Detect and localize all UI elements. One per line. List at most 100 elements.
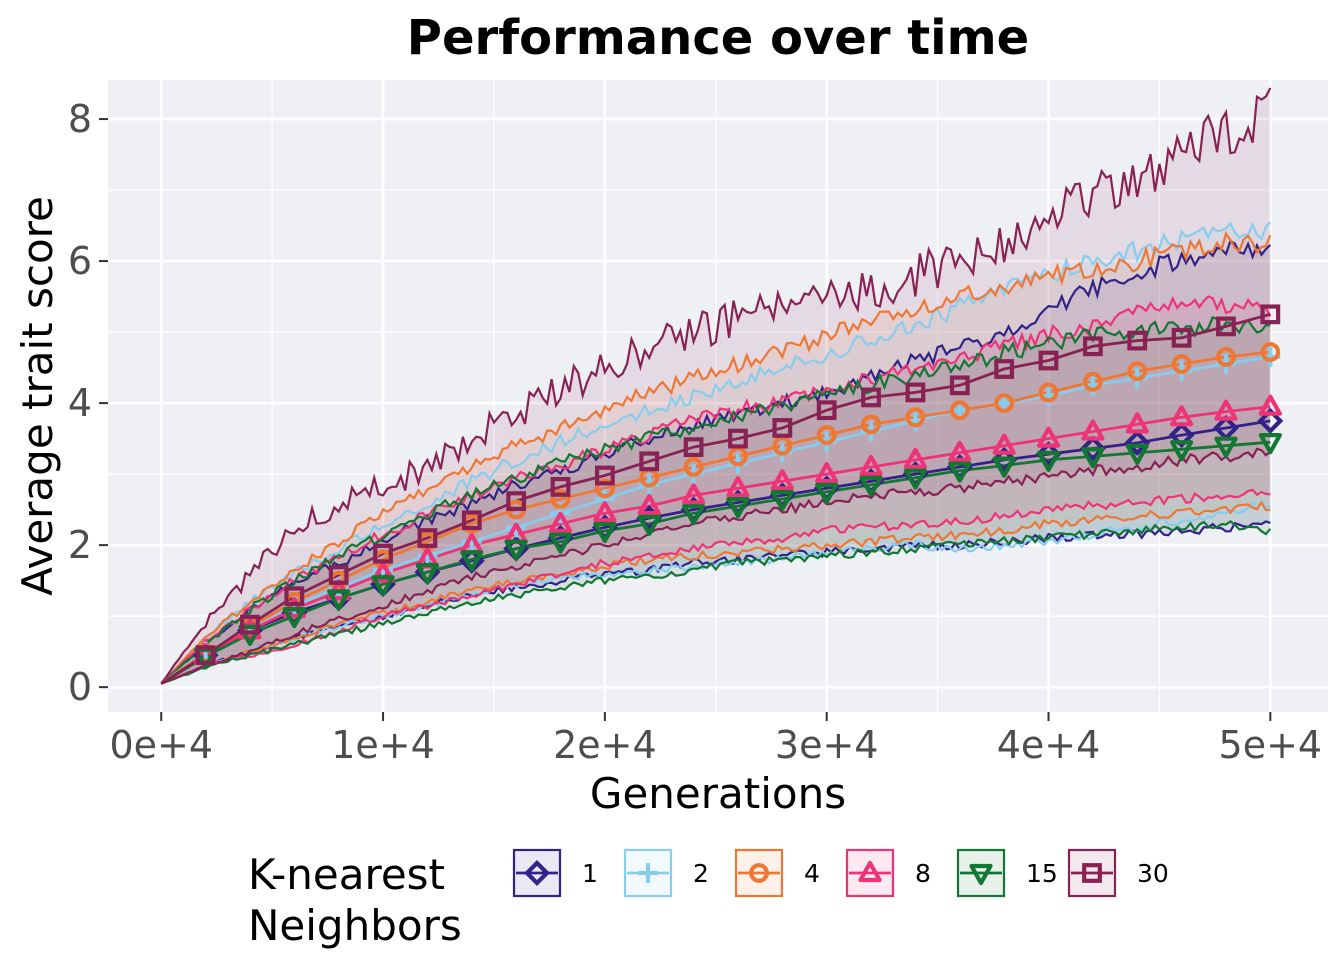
data-point-series-15	[637, 514, 661, 536]
marker-shape	[861, 414, 881, 435]
data-point-series-8	[681, 483, 706, 505]
data-point-series-4	[949, 400, 970, 421]
band-edge-layer	[160, 87, 1272, 685]
marker-shape	[1082, 863, 1102, 883]
data-point-series-8	[1169, 405, 1194, 427]
legend-title-line1: K-nearest	[248, 850, 445, 899]
data-point-series-15	[1214, 436, 1238, 458]
data-point-series-15	[770, 489, 794, 512]
marker-shape	[417, 528, 438, 548]
data-point-series-4	[1216, 347, 1236, 367]
data-point-series-30	[1038, 350, 1059, 371]
legend-label-2: 2	[693, 859, 709, 888]
marker-shape	[1171, 327, 1192, 348]
band-series-15	[161, 317, 1271, 684]
marker-shape	[593, 501, 617, 523]
marker-shape	[905, 382, 926, 403]
marker-layer	[192, 304, 1284, 669]
marker-shape	[815, 462, 839, 484]
marker-shape	[1216, 347, 1236, 367]
marker-shape	[683, 457, 704, 477]
data-point-series-15	[726, 496, 750, 519]
chart-title: Performance over time	[407, 10, 1029, 66]
marker-shape	[1214, 436, 1238, 458]
band-edge-series-30	[160, 447, 1271, 685]
data-point-series-4	[1082, 371, 1103, 392]
marker-shape	[1038, 350, 1059, 371]
marker-shape	[594, 465, 615, 486]
band-edge-series-2	[160, 498, 1271, 685]
marker-shape	[994, 359, 1015, 379]
data-point-series-30	[284, 586, 305, 607]
data-point-series-8	[726, 476, 750, 498]
legend-marker-4	[749, 863, 769, 883]
marker-shape	[816, 400, 837, 421]
marker-shape	[639, 451, 660, 472]
legend-item-30: 30	[1067, 848, 1169, 898]
marker-shape	[1169, 440, 1194, 462]
marker-shape	[550, 489, 571, 509]
legend-label-8: 8	[915, 859, 931, 888]
marker-shape	[415, 563, 440, 585]
data-point-series-30	[506, 491, 527, 511]
marker-shape	[593, 521, 617, 544]
data-point-series-4	[1260, 342, 1281, 362]
band-edge-series-1	[160, 239, 1272, 685]
marker-shape	[1171, 354, 1192, 374]
y-tick-label: 6	[68, 239, 92, 283]
marker-shape	[905, 407, 926, 428]
data-point-series-8	[1081, 419, 1105, 441]
marker-shape	[1079, 435, 1106, 462]
data-point-series-4	[683, 457, 704, 477]
marker-shape	[1082, 371, 1103, 392]
data-point-series-4	[772, 435, 793, 456]
legend-marker-1	[524, 860, 550, 886]
data-point-series-8	[371, 561, 395, 583]
band-edge-series-15	[160, 316, 1271, 685]
legend-label-30: 30	[1137, 859, 1169, 888]
marker-shape	[524, 860, 550, 886]
marker-shape	[770, 489, 794, 512]
marker-shape	[948, 440, 972, 462]
marker-shape	[238, 624, 262, 646]
marker-shape	[949, 400, 970, 421]
legend-item-4: 4	[734, 848, 820, 898]
marker-shape	[240, 614, 260, 635]
marker-shape	[504, 539, 528, 561]
x-tick-label: 3e+4	[775, 723, 879, 767]
marker-shape	[772, 435, 793, 456]
marker-shape	[1125, 412, 1149, 434]
data-point-series-30	[1127, 330, 1148, 351]
marker-shape	[726, 476, 750, 498]
marker-shape	[1036, 426, 1061, 448]
marker-shape	[637, 493, 661, 516]
data-point-series-15	[1036, 450, 1061, 473]
x-axis-title: Generations	[590, 769, 846, 818]
y-axis: 0 2 4 6 8	[68, 97, 108, 709]
data-point-series-30	[550, 476, 571, 497]
marker-shape	[282, 607, 306, 629]
data-point-series-15	[859, 475, 883, 497]
marker-shape	[1127, 361, 1148, 382]
y-tick-label: 0	[68, 665, 92, 709]
data-point-series-15	[1125, 443, 1149, 465]
marker-shape	[681, 504, 706, 526]
data-point-series-8	[815, 462, 839, 484]
data-point-series-8	[948, 440, 972, 462]
data-point-series-30	[417, 528, 438, 548]
data-point-series-30	[240, 614, 260, 635]
band-edge-series-15	[160, 520, 1272, 685]
band-edge-series-4	[160, 230, 1272, 685]
data-point-series-30	[994, 359, 1015, 379]
data-point-series-8	[1125, 412, 1149, 434]
marker-shape	[1258, 433, 1282, 455]
data-point-series-30	[949, 375, 970, 396]
data-point-series-15	[238, 624, 262, 646]
marker-shape	[1036, 450, 1061, 473]
data-point-series-30	[639, 451, 660, 472]
marker-shape	[1260, 304, 1281, 325]
legend-item-1: 1	[512, 848, 598, 898]
legend-label-4: 4	[804, 859, 820, 888]
data-point-series-30	[905, 382, 926, 403]
marker-shape	[728, 428, 748, 449]
